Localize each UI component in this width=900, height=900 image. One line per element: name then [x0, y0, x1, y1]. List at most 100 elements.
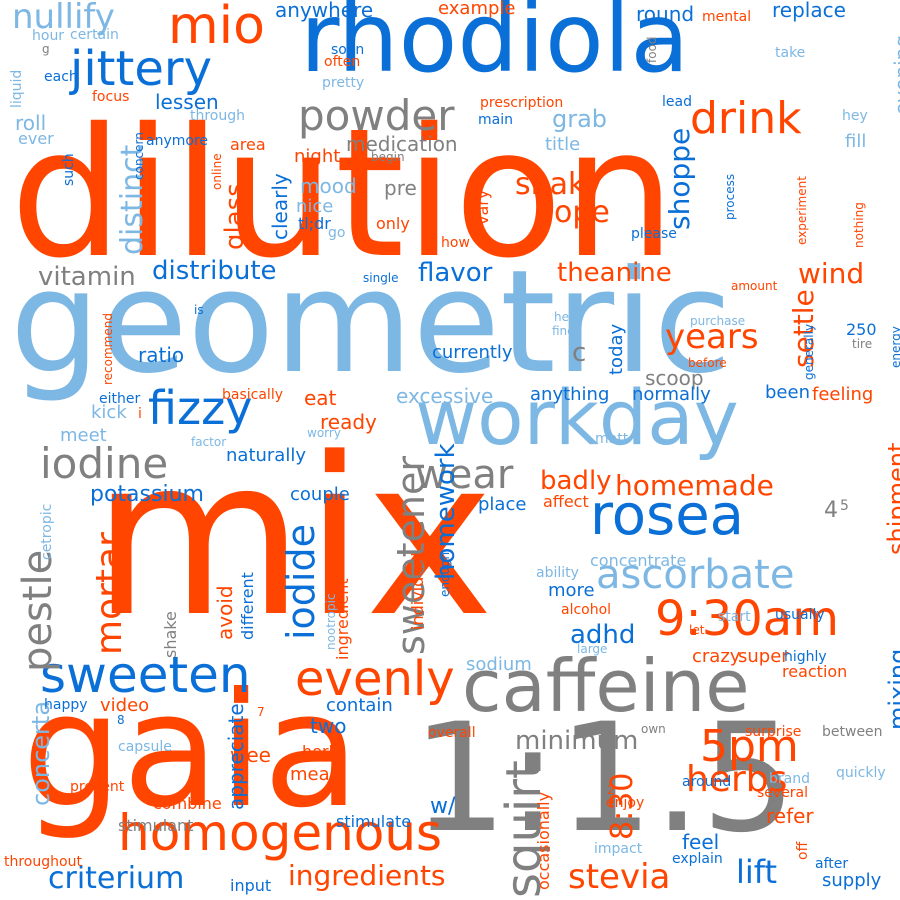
cloud-word: clearly	[268, 173, 292, 240]
cloud-word: highly	[784, 649, 827, 665]
cloud-word: process	[723, 173, 737, 220]
cloud-word: mix	[92, 412, 494, 665]
cloud-word: main	[478, 112, 513, 128]
cloud-word: off	[795, 841, 811, 860]
cloud-word: prevent	[70, 779, 125, 795]
cloud-word: minimum	[515, 726, 639, 756]
cloud-word: 1:1.5	[412, 692, 797, 866]
cloud-word: fill	[845, 131, 867, 152]
cloud-word: medication	[346, 132, 458, 156]
cloud-word: mental	[702, 9, 752, 25]
cloud-word: 4	[824, 498, 838, 523]
cloud-word: cetropic	[39, 503, 55, 560]
cloud-word: concentrate	[590, 551, 687, 570]
cloud-word: around	[682, 774, 732, 790]
cloud-word: enough	[438, 551, 452, 597]
cloud-word: nice	[296, 196, 334, 217]
cloud-word: dilution	[10, 90, 676, 297]
cloud-word: kick	[91, 402, 127, 423]
cloud-word: impact	[594, 841, 643, 857]
cloud-word: ingredients	[288, 859, 446, 892]
cloud-word: fine	[552, 324, 575, 338]
cloud-word: iodide	[279, 524, 323, 640]
cloud-word: round	[636, 2, 695, 26]
cloud-word: jittery	[70, 41, 212, 97]
cloud-word: rosea	[590, 483, 744, 548]
cloud-word: nullify	[12, 0, 115, 37]
cloud-word: two	[310, 714, 347, 738]
cloud-word: throughout	[4, 854, 82, 870]
cloud-word: naturally	[226, 445, 306, 466]
cloud-word: concerta	[27, 700, 55, 806]
cloud-word: avoid	[213, 585, 237, 640]
cloud-word: start	[718, 609, 751, 625]
cloud-word: capsule	[118, 739, 172, 755]
cloud-word: basically	[222, 387, 283, 403]
cloud-word: occasionally	[534, 791, 553, 890]
cloud-word: evening	[890, 34, 900, 115]
cloud-word: online	[210, 153, 224, 190]
cloud-word: theanine	[557, 258, 672, 288]
cloud-word: mood	[300, 174, 357, 198]
cloud-word: individual	[408, 552, 427, 630]
cloud-word: iodine	[40, 439, 169, 488]
cloud-word: workday	[415, 373, 739, 462]
cloud-word: generally	[802, 323, 816, 380]
cloud-word: prescription	[480, 95, 564, 111]
cloud-word: tire	[852, 337, 873, 351]
cloud-word: criterium	[48, 861, 185, 896]
cloud-word: anything	[530, 384, 610, 405]
cloud-word: homemade	[615, 469, 774, 502]
cloud-word: purchase	[690, 314, 746, 328]
cloud-word: stimulate	[336, 812, 412, 831]
cloud-word: title	[545, 134, 581, 155]
cloud-word: own	[641, 722, 666, 736]
cloud-word: concern	[132, 132, 146, 180]
cloud-word: energy	[889, 326, 900, 368]
cloud-word: i	[138, 406, 142, 422]
cloud-word: vitamin	[38, 262, 136, 292]
cloud-word: ascorbate	[596, 552, 795, 598]
cloud-word: night	[294, 146, 341, 167]
cloud-word: feeling	[812, 384, 874, 405]
cloud-word: scoop	[645, 366, 704, 390]
cloud-word: stevia	[568, 857, 671, 897]
cloud-word: video	[100, 695, 150, 716]
cloud-word: sweeten	[40, 646, 251, 704]
cloud-word: mortar	[89, 532, 130, 655]
cloud-word: shaky	[515, 167, 603, 202]
cloud-word: anywhere	[275, 0, 374, 22]
cloud-word: after	[815, 856, 849, 872]
cloud-word: refer	[766, 804, 814, 828]
cloud-word: adhd	[570, 620, 636, 650]
cloud-word: recommend	[101, 313, 115, 385]
cloud-word: happy	[44, 697, 88, 713]
cloud-word: stimulant	[118, 816, 194, 835]
cloud-word: shake	[161, 611, 180, 658]
cloud-word: evenly	[295, 651, 455, 707]
cloud-word: quickly	[836, 765, 886, 781]
cloud-word: flavor	[418, 258, 493, 288]
cloud-word: input	[230, 876, 272, 895]
cloud-word: meal	[290, 764, 335, 785]
cloud-word: food	[645, 36, 659, 63]
cloud-word: badly	[540, 466, 612, 496]
cloud-word: mixing	[884, 648, 900, 730]
cloud-word: hello	[554, 310, 583, 324]
cloud-word: sodium	[466, 654, 532, 675]
cloud-word: different	[238, 572, 257, 640]
cloud-word: brand	[769, 771, 810, 787]
cloud-word: ready	[320, 410, 377, 434]
cloud-word: glass	[220, 183, 250, 250]
cloud-word: through	[190, 108, 246, 124]
cloud-word: amount	[731, 279, 778, 293]
cloud-word: geometric	[10, 240, 732, 405]
cloud-word: certain	[70, 27, 119, 43]
cloud-word: liquid	[9, 69, 25, 108]
cloud-word: eat	[304, 386, 337, 410]
cloud-word: nootropic	[324, 593, 338, 650]
cloud-word: overall	[428, 725, 476, 741]
cloud-word: lead	[662, 94, 692, 110]
cloud-word: 5pm	[700, 721, 799, 772]
cloud-word: replace	[772, 0, 846, 22]
